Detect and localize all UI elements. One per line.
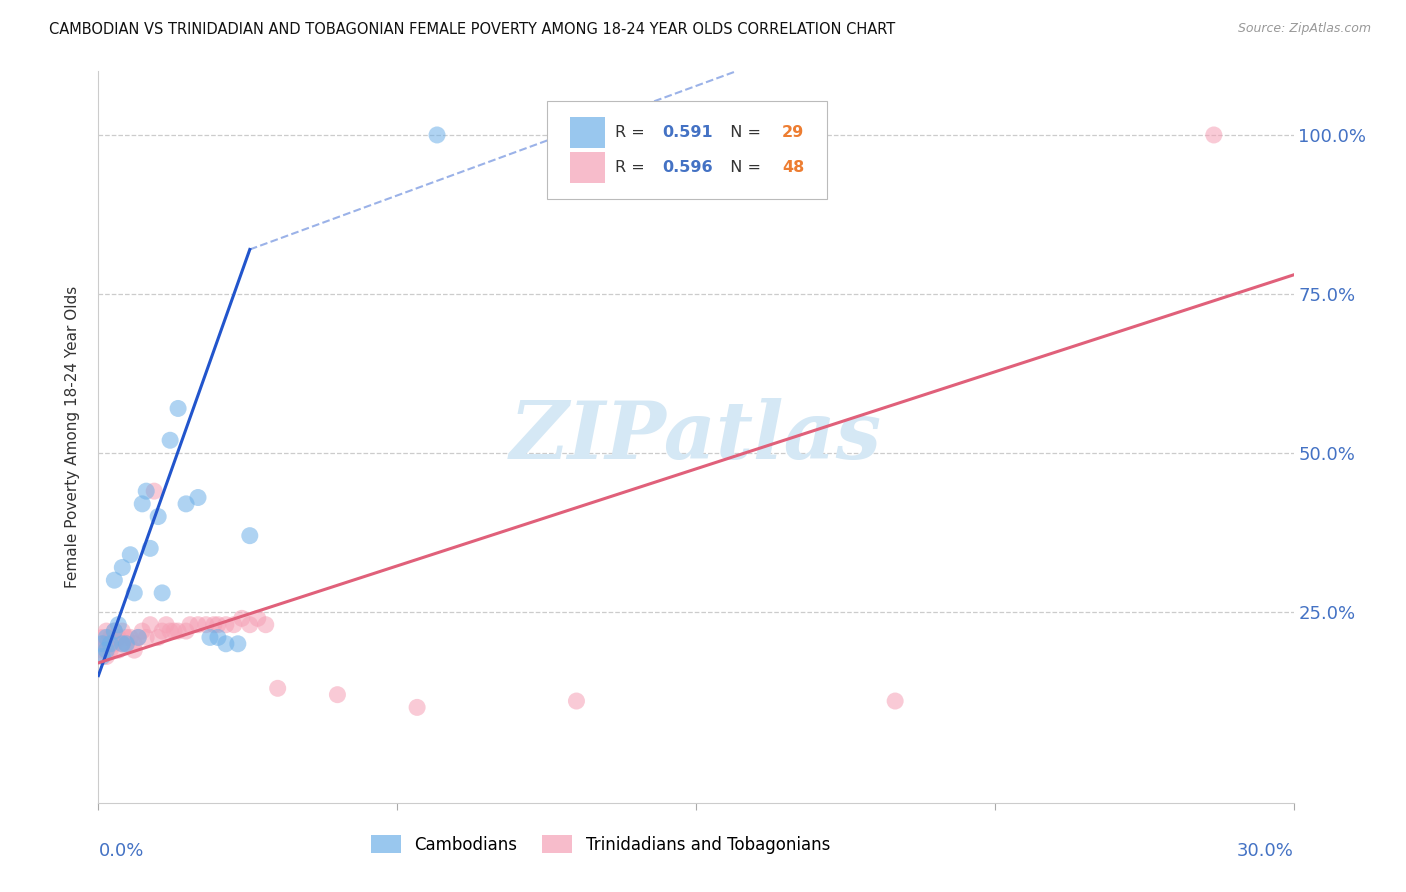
Point <box>167 401 190 416</box>
Point <box>174 624 197 638</box>
Point <box>226 637 249 651</box>
Point <box>135 484 157 499</box>
FancyBboxPatch shape <box>547 101 827 200</box>
Point <box>98 637 122 651</box>
Text: 0.0%: 0.0% <box>98 842 143 860</box>
Point <box>111 637 134 651</box>
Point <box>215 617 238 632</box>
Point <box>98 643 122 657</box>
Point <box>163 624 186 638</box>
Text: 30.0%: 30.0% <box>1237 842 1294 860</box>
Point <box>111 560 134 574</box>
Point <box>198 631 221 645</box>
Point <box>239 529 262 543</box>
Point <box>207 631 229 645</box>
Point <box>326 688 349 702</box>
Point <box>159 624 181 638</box>
FancyBboxPatch shape <box>571 118 605 148</box>
Point <box>135 631 157 645</box>
Point <box>124 643 146 657</box>
Text: R =: R = <box>614 160 650 175</box>
Point <box>115 637 138 651</box>
Point <box>150 586 173 600</box>
Text: N =: N = <box>720 125 766 140</box>
Point <box>107 617 129 632</box>
Point <box>91 631 114 645</box>
Point <box>406 700 429 714</box>
Point <box>91 643 114 657</box>
Point <box>187 491 209 505</box>
Point <box>239 617 262 632</box>
Text: 0.596: 0.596 <box>662 160 713 175</box>
Point <box>187 617 209 632</box>
Point <box>96 649 118 664</box>
Point <box>143 484 166 499</box>
Point <box>107 643 129 657</box>
Point <box>103 637 125 651</box>
Text: Source: ZipAtlas.com: Source: ZipAtlas.com <box>1237 22 1371 36</box>
Point <box>222 617 245 632</box>
Text: 48: 48 <box>782 160 804 175</box>
Point <box>139 541 162 556</box>
Point <box>103 573 125 587</box>
Point <box>167 624 190 638</box>
Point <box>254 617 277 632</box>
Point <box>91 649 114 664</box>
Point <box>115 637 138 651</box>
FancyBboxPatch shape <box>571 152 605 183</box>
Point <box>91 637 114 651</box>
Point <box>267 681 290 696</box>
Point <box>565 694 588 708</box>
Point <box>120 548 142 562</box>
Point <box>91 637 114 651</box>
Point <box>120 631 142 645</box>
Text: 0.591: 0.591 <box>662 125 713 140</box>
Point <box>124 637 146 651</box>
Text: R =: R = <box>614 125 650 140</box>
Point <box>179 617 201 632</box>
Y-axis label: Female Poverty Among 18-24 Year Olds: Female Poverty Among 18-24 Year Olds <box>65 286 80 588</box>
Point <box>155 617 177 632</box>
Point <box>159 434 181 448</box>
Point <box>96 643 118 657</box>
Point <box>115 631 138 645</box>
Point <box>246 611 269 625</box>
Point <box>96 624 118 638</box>
Point <box>884 694 907 708</box>
Point <box>96 637 118 651</box>
Point <box>127 631 149 645</box>
Point <box>107 631 129 645</box>
Point <box>98 631 122 645</box>
Point <box>124 586 146 600</box>
Point <box>1202 128 1225 142</box>
Point <box>103 624 125 638</box>
Legend: Cambodians, Trinidadians and Tobagonians: Cambodians, Trinidadians and Tobagonians <box>364 829 837 860</box>
Point <box>139 617 162 632</box>
Point <box>426 128 449 142</box>
Point <box>148 509 170 524</box>
Text: CAMBODIAN VS TRINIDADIAN AND TOBAGONIAN FEMALE POVERTY AMONG 18-24 YEAR OLDS COR: CAMBODIAN VS TRINIDADIAN AND TOBAGONIAN … <box>49 22 896 37</box>
Point <box>148 631 170 645</box>
Point <box>131 624 153 638</box>
Point <box>215 637 238 651</box>
Point <box>111 637 134 651</box>
Point <box>103 624 125 638</box>
Point <box>174 497 197 511</box>
Text: 29: 29 <box>782 125 804 140</box>
Point <box>207 617 229 632</box>
Point <box>127 631 149 645</box>
Point <box>231 611 253 625</box>
Point <box>202 617 225 632</box>
Text: ZIPatlas: ZIPatlas <box>510 399 882 475</box>
Point <box>131 497 153 511</box>
Point <box>111 624 134 638</box>
Point <box>195 617 218 632</box>
Point <box>150 624 173 638</box>
Text: N =: N = <box>720 160 766 175</box>
Point <box>96 631 118 645</box>
